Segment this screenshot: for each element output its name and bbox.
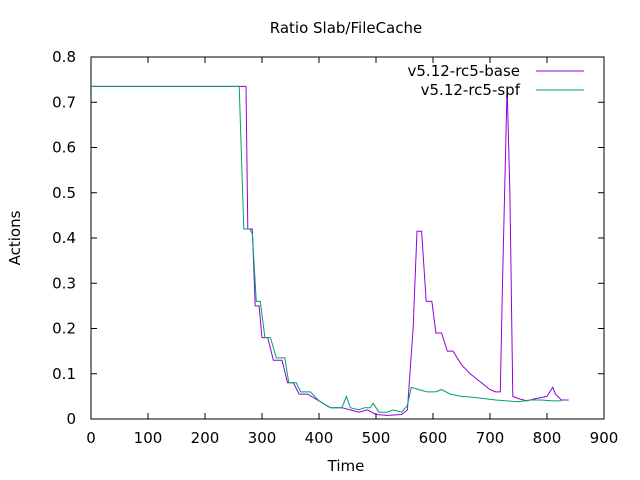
x-tick-label: 500 [362,429,391,447]
x-tick-label: 800 [533,429,562,447]
x-tick-label: 600 [419,429,448,447]
axis-ticks [90,56,605,420]
y-tick-label: 0 [66,410,76,428]
legend: v5.12-rc5-base v5.12-rc5-spf [408,62,584,99]
x-tick-label: 700 [476,429,505,447]
y-tick-label: 0.8 [52,48,76,66]
x-tick-label: 100 [134,429,163,447]
x-tick-label: 0 [86,429,96,447]
series-line-base [91,85,569,416]
series-lines [91,85,569,416]
x-tick-label: 900 [590,429,619,447]
y-tick-label: 0.4 [52,229,76,247]
series-line-spf [91,85,562,413]
y-tick-label: 0.6 [52,139,76,157]
x-tick-label: 200 [191,429,220,447]
chart-title: Ratio Slab/FileCache [270,19,422,37]
y-tick-label: 0.1 [52,365,76,383]
x-axis-label: Time [327,457,365,475]
y-tick-label: 0.3 [52,274,76,292]
legend-label-base: v5.12-rc5-base [408,62,521,80]
y-tick-label: 0.7 [52,93,76,111]
y-axis-label: Actions [6,210,24,265]
y-tick-label: 0.2 [52,320,76,338]
x-tick-label: 400 [305,429,334,447]
y-tick-label: 0.5 [52,184,76,202]
x-tick-label: 300 [248,429,277,447]
tick-labels: 0 100 200 300 400 500 600 700 800 900 0 0.1 0.2 0.3 0.… [52,48,618,447]
legend-label-spf: v5.12-rc5-spf [421,81,521,99]
plot-frame [90,56,605,420]
